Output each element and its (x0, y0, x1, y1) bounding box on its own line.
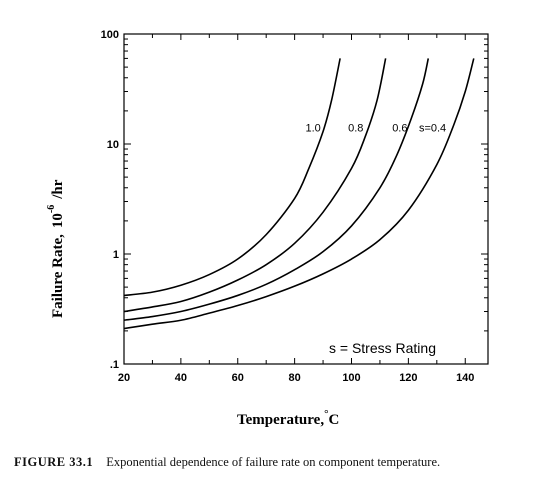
stress-rating-note: s = Stress Rating (329, 340, 436, 356)
y-axis-label: Failure Rate, (50, 234, 66, 318)
axis-ticks: 20 40 60 80 100 120 140 .1 1 10 100 (101, 29, 488, 384)
x-tick-label: 60 (232, 372, 244, 384)
y-axis-base: 10 (50, 213, 66, 228)
curve-label: 1.0 (305, 122, 320, 134)
x-axis-label: Temperature, (237, 412, 324, 428)
figure-number: FIGURE 33.1 (14, 455, 94, 469)
y-axis-unit: /hr (50, 179, 66, 200)
x-tick-label: 80 (289, 372, 301, 384)
curve-series-1 (123, 58, 341, 297)
curve-label: 0.6 (392, 122, 407, 134)
y-axis-title: Failure Rate, 10-6/hr (46, 179, 66, 318)
curve-series-2 (123, 58, 387, 313)
curve-label: 0.8 (348, 122, 363, 134)
y-tick-label: 1 (113, 249, 119, 261)
y-tick-label: 100 (101, 29, 119, 41)
x-tick-label: 40 (175, 372, 187, 384)
x-tick-label: 140 (456, 372, 474, 384)
x-axis-title: Temperature,°C (237, 408, 339, 428)
curve-label: s=0.4 (419, 122, 446, 134)
figure-caption: FIGURE 33.1 Exponential dependence of fa… (0, 455, 540, 470)
chart: 20 40 60 80 100 120 140 .1 1 10 100 1.0 0.8 0.6 s=0.4… (46, 29, 489, 428)
curve-series-3 (123, 58, 430, 322)
x-axis-unit: C (328, 412, 339, 428)
y-axis-exponent: -6 (46, 205, 57, 213)
x-tick-label: 120 (399, 372, 417, 384)
x-tick-label: 20 (118, 372, 130, 384)
y-tick-label: 10 (107, 139, 119, 151)
curves (123, 58, 475, 330)
figure-caption-text: Exponential dependence of failure rate o… (106, 455, 441, 469)
plot-frame (123, 33, 489, 365)
degree-symbol: ° (324, 408, 328, 420)
curve-labels: 1.0 0.8 0.6 s=0.4 (305, 122, 446, 134)
y-tick-label: .1 (110, 359, 119, 371)
x-tick-label: 100 (342, 372, 360, 384)
curve-series-4 (123, 58, 475, 330)
